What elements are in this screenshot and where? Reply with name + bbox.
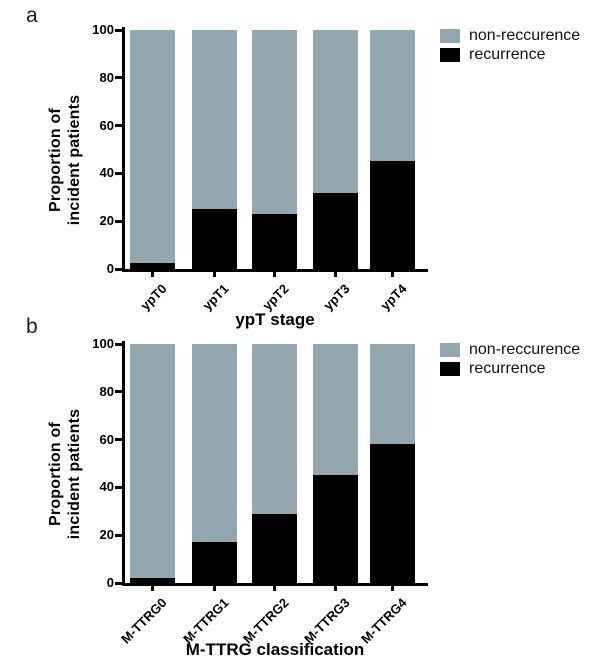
- bar-M-TTRG1: [192, 344, 237, 583]
- bar-segment-recurrence: [252, 514, 297, 583]
- y-axis-line: [122, 341, 125, 586]
- x-tick: [273, 272, 276, 277]
- bar-segment-recurrence: [192, 209, 237, 269]
- y-tick: [115, 28, 122, 32]
- bar-ypT1: [192, 30, 237, 269]
- x-tick: [151, 586, 154, 591]
- y-tick: [115, 533, 122, 537]
- bar-segment-recurrence: [313, 475, 358, 583]
- y-axis-title-line1: Proportion of: [47, 108, 64, 212]
- panel-letter: b: [26, 315, 38, 338]
- legend-label: recurrence: [469, 360, 546, 377]
- y-tick-label: 80: [99, 69, 114, 85]
- legend-swatch-recurrence: [440, 362, 460, 376]
- bar-segment-recurrence: [252, 214, 297, 269]
- bar-segment-non-reccurence: [313, 344, 358, 475]
- bar-ypT0: [130, 30, 175, 269]
- bar-segment-recurrence: [370, 444, 415, 583]
- bar-segment-non-reccurence: [130, 344, 175, 578]
- x-tick: [273, 586, 276, 591]
- bar-segment-non-reccurence: [313, 30, 358, 193]
- x-axis-line: [122, 583, 428, 586]
- bar-ypT4: [370, 30, 415, 269]
- y-tick: [115, 76, 122, 80]
- y-axis-title-line1: Proportion of: [47, 422, 64, 526]
- legend-swatch-non-reccurence: [440, 29, 460, 43]
- y-tick-label: 20: [99, 213, 114, 229]
- y-tick-label: 100: [92, 22, 114, 37]
- bar-M-TTRG2: [252, 344, 297, 583]
- bar-segment-non-reccurence: [252, 30, 297, 214]
- bar-segment-non-reccurence: [130, 30, 175, 263]
- y-tick: [115, 342, 122, 346]
- bar-segment-non-reccurence: [192, 344, 237, 542]
- y-tick: [115, 438, 122, 442]
- y-tick-label: 60: [99, 431, 114, 447]
- legend: non-reccurence recurrence: [440, 27, 581, 66]
- y-tick: [115, 390, 122, 394]
- y-tick-label: 40: [99, 479, 114, 495]
- y-tick: [115, 171, 122, 175]
- x-tick: [391, 272, 394, 277]
- legend-item: recurrence: [440, 46, 580, 63]
- x-tick: [151, 272, 154, 277]
- legend-item: recurrence: [440, 360, 580, 377]
- y-tick-label: 80: [99, 383, 114, 399]
- x-axis-line: [122, 269, 428, 272]
- bar-segment-non-reccurence: [370, 30, 415, 161]
- bar-segment-recurrence: [130, 578, 175, 583]
- y-tick-label: 0: [106, 575, 114, 590]
- y-tick-label: 40: [99, 165, 114, 181]
- x-axis-title: ypT stage: [235, 310, 315, 329]
- y-tick: [115, 267, 122, 271]
- legend-label: non-reccurence: [469, 341, 581, 358]
- y-tick-label: 60: [99, 117, 114, 133]
- y-tick: [115, 485, 122, 489]
- x-axis-title: M-TTRG classification: [185, 640, 365, 659]
- legend-item: non-reccurence: [440, 27, 581, 44]
- panel-b: b Proportion of incident patients 0 20 40 6…: [0, 314, 600, 671]
- bar-segment-recurrence: [313, 193, 358, 269]
- bar-segment-recurrence: [130, 263, 175, 269]
- x-tick: [334, 272, 337, 277]
- bar-segment-non-reccurence: [192, 30, 237, 209]
- bar-segment-recurrence: [370, 161, 415, 269]
- panel-a: a Proportion of incident patients 0 20 40 6…: [26, 4, 581, 329]
- x-tick: [213, 586, 216, 591]
- bar-M-TTRG0: [130, 344, 175, 583]
- plot-area: 0 20 40 60 80 100 M-TTRG0 M-TTRG1 M-TTRG2 M-TTRG3…: [92, 336, 428, 646]
- legend-swatch-recurrence: [440, 48, 460, 62]
- bar-ypT3: [313, 30, 358, 269]
- legend-label: non-reccurence: [469, 27, 581, 44]
- legend: non-reccurence recurrence: [440, 341, 581, 380]
- bar-M-TTRG4: [370, 344, 415, 583]
- y-tick: [115, 581, 122, 585]
- bar-M-TTRG3: [313, 344, 358, 583]
- bar-segment-recurrence: [192, 542, 237, 583]
- x-tick: [391, 586, 394, 591]
- y-tick-label: 0: [106, 261, 114, 276]
- y-tick: [115, 124, 122, 128]
- plot-area: 0 20 40 60 80 100 ypT0 ypT1 ypT2 ypT3 ypT4: [92, 22, 428, 313]
- legend-swatch-non-reccurence: [440, 343, 460, 357]
- legend-item: non-reccurence: [440, 341, 581, 358]
- bar-ypT2: [252, 30, 297, 269]
- y-tick-label: 100: [92, 336, 114, 351]
- bar-segment-non-reccurence: [370, 344, 415, 444]
- panel-letter: a: [26, 4, 38, 27]
- y-tick: [115, 219, 122, 223]
- x-tick: [334, 586, 337, 591]
- x-tick: [213, 272, 216, 277]
- y-tick-label: 20: [99, 527, 114, 543]
- bar-segment-non-reccurence: [252, 344, 297, 514]
- legend-label: recurrence: [469, 46, 546, 63]
- y-axis-line: [122, 27, 125, 272]
